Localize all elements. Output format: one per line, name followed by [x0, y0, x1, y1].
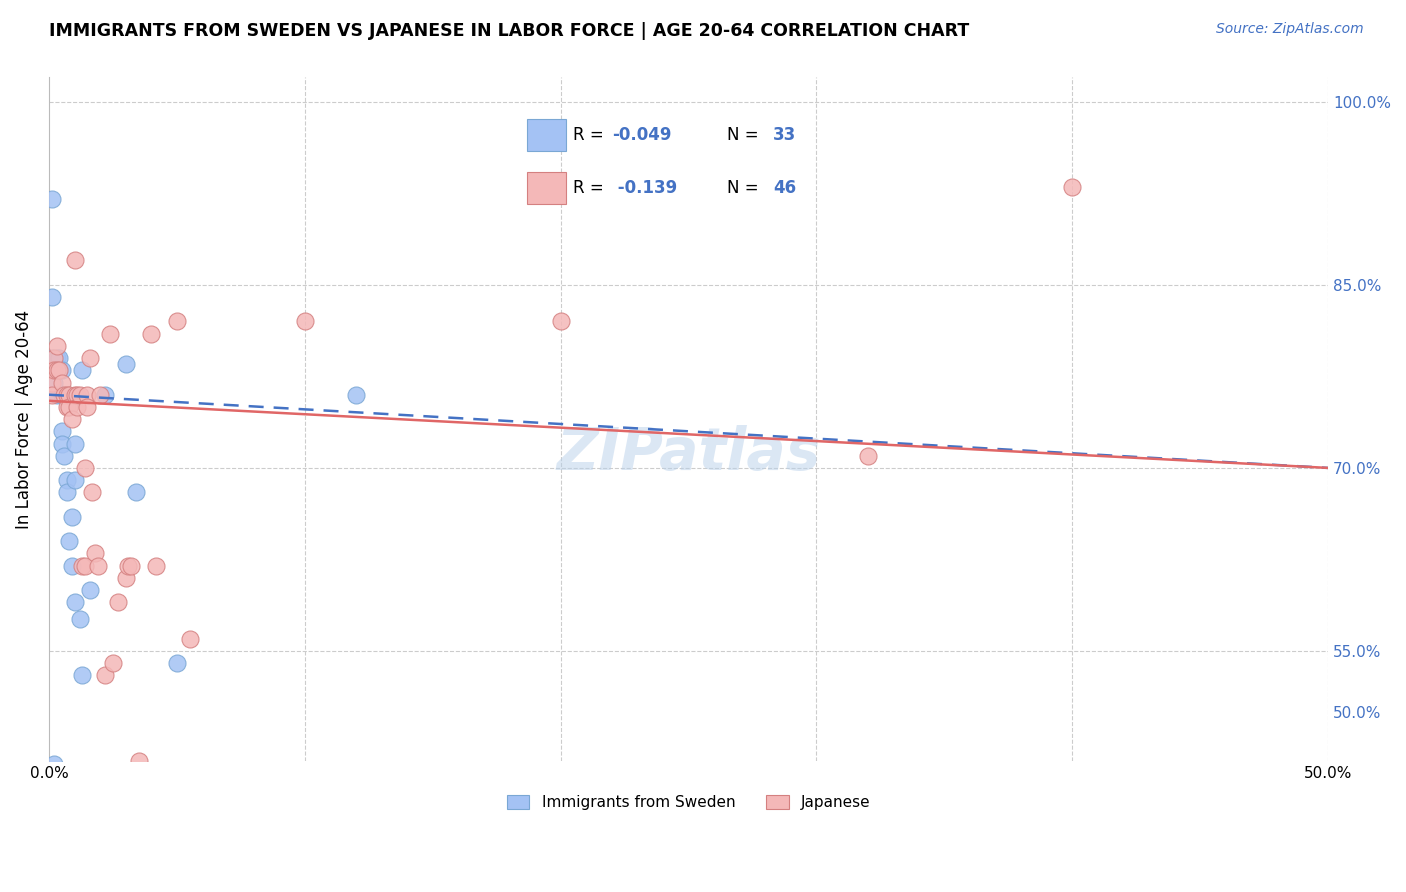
Point — [56, 485, 79, 500]
Point — [56, 473, 79, 487]
Point — [53, 449, 76, 463]
Point — [58, 387, 80, 401]
Point — [56, 400, 79, 414]
Point — [63, 436, 86, 450]
Point — [51, 425, 73, 439]
Point — [344, 387, 367, 401]
Legend: Immigrants from Sweden, Japanese: Immigrants from Sweden, Japanese — [499, 788, 879, 818]
Point — [63, 473, 86, 487]
Point — [94, 668, 117, 682]
Text: ZIPatlas: ZIPatlas — [557, 425, 821, 482]
Point — [41, 351, 63, 365]
Point — [66, 387, 89, 401]
Point — [89, 387, 111, 401]
Point — [69, 387, 91, 401]
Point — [125, 485, 148, 500]
Point — [45, 351, 67, 365]
Point — [179, 632, 201, 646]
Point — [48, 363, 70, 377]
Point — [41, 387, 63, 401]
Point — [60, 412, 83, 426]
Point — [51, 376, 73, 390]
Point — [42, 351, 65, 365]
Point — [166, 656, 188, 670]
Point — [56, 387, 79, 401]
Point — [58, 534, 80, 549]
Point — [856, 449, 879, 463]
Point — [114, 571, 136, 585]
Point — [70, 363, 93, 377]
Y-axis label: In Labor Force | Age 20-64: In Labor Force | Age 20-64 — [15, 310, 32, 529]
Point — [41, 376, 63, 390]
Point — [45, 387, 67, 401]
Point — [76, 387, 98, 401]
Point — [117, 558, 139, 573]
Point — [58, 400, 80, 414]
Point — [51, 387, 73, 401]
Point — [48, 351, 70, 365]
Point — [79, 582, 101, 597]
Point — [70, 668, 93, 682]
Point — [48, 363, 70, 377]
Point — [166, 314, 188, 328]
Point — [53, 387, 76, 401]
Point — [60, 558, 83, 573]
Point — [294, 314, 316, 328]
Point — [51, 363, 73, 377]
Point — [45, 363, 67, 377]
Point — [120, 558, 142, 573]
Point — [76, 400, 98, 414]
Point — [101, 656, 124, 670]
Point — [86, 558, 108, 573]
Point — [42, 757, 65, 772]
Point — [41, 363, 63, 377]
Point — [41, 363, 63, 377]
Point — [42, 376, 65, 390]
Point — [66, 400, 89, 414]
Point — [73, 461, 96, 475]
Point — [114, 357, 136, 371]
Text: Source: ZipAtlas.com: Source: ZipAtlas.com — [1216, 22, 1364, 37]
Point — [63, 595, 86, 609]
Point — [63, 387, 86, 401]
Point — [141, 326, 163, 341]
Point — [51, 436, 73, 450]
Point — [69, 612, 91, 626]
Point — [73, 558, 96, 573]
Point — [42, 363, 65, 377]
Point — [79, 351, 101, 365]
Text: IMMIGRANTS FROM SWEDEN VS JAPANESE IN LABOR FORCE | AGE 20-64 CORRELATION CHART: IMMIGRANTS FROM SWEDEN VS JAPANESE IN LA… — [49, 22, 970, 40]
Point — [41, 193, 63, 207]
Point — [45, 339, 67, 353]
Point — [70, 558, 93, 573]
Point — [60, 509, 83, 524]
Point — [100, 326, 122, 341]
Point — [145, 558, 167, 573]
Point — [1062, 180, 1084, 194]
Point — [550, 314, 572, 328]
Point — [45, 363, 67, 377]
Point — [107, 595, 129, 609]
Point — [63, 253, 86, 268]
Point — [128, 754, 150, 768]
Point — [41, 290, 63, 304]
Point — [94, 387, 117, 401]
Point — [84, 546, 107, 560]
Point — [82, 485, 104, 500]
